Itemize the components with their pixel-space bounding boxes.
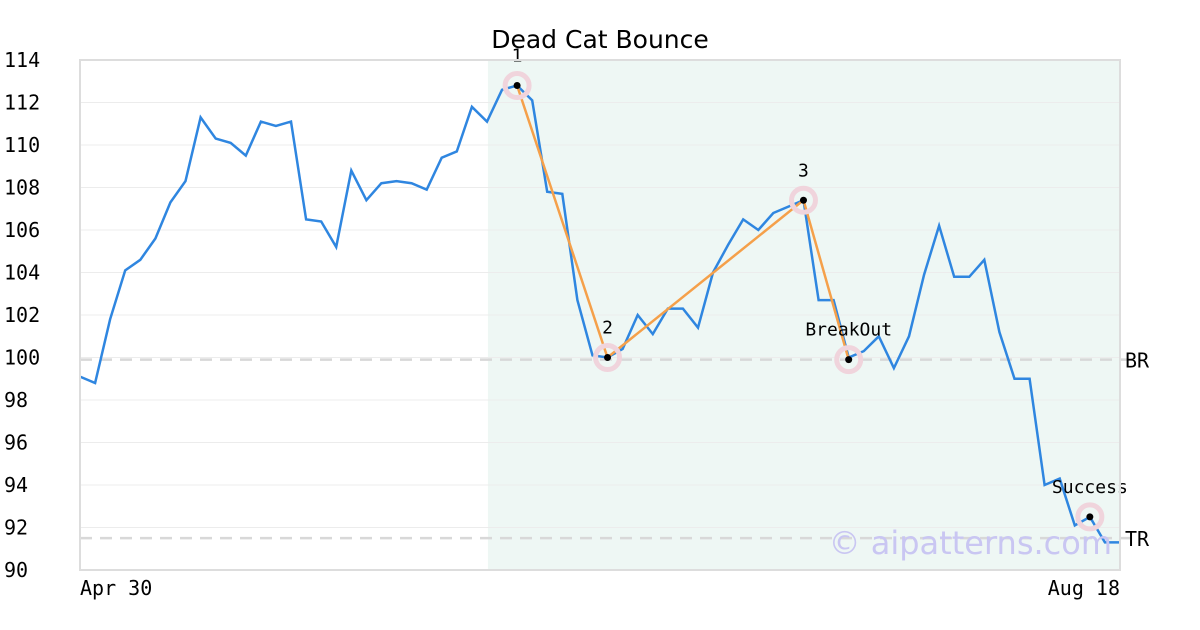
y-tick-label: 112 bbox=[4, 91, 40, 115]
y-tick-label: 100 bbox=[4, 346, 40, 370]
y-tick-label: 92 bbox=[4, 516, 28, 540]
marker-ring bbox=[593, 343, 623, 372]
marker-ring bbox=[502, 71, 532, 100]
pattern-point-label: 1 bbox=[512, 46, 523, 67]
marker-ring bbox=[788, 185, 818, 215]
marker-dot bbox=[845, 356, 853, 364]
pattern-point-label: 3 bbox=[798, 160, 809, 181]
y-tick-label: 96 bbox=[4, 431, 28, 455]
y-tick-label: 114 bbox=[4, 48, 40, 72]
y-axis: 90 92 94 96 98 100 102 104 106 108 110 112 114 bbox=[4, 48, 40, 582]
marker-dot bbox=[1086, 513, 1094, 521]
marker-dot bbox=[513, 82, 521, 89]
y-tick-label: 98 bbox=[4, 388, 28, 412]
pattern-point-label: Success bbox=[1052, 477, 1128, 498]
x-tick-label-start: Apr 30 bbox=[80, 576, 152, 600]
y-tick-label: 106 bbox=[4, 218, 40, 242]
x-tick-label-end: Aug 18 bbox=[1048, 576, 1120, 600]
y-tick-label: 110 bbox=[4, 133, 40, 157]
marker-ring bbox=[1075, 502, 1105, 532]
y-tick-label: 90 bbox=[4, 558, 28, 582]
watermark: © aipatterns.com bbox=[829, 524, 1112, 562]
y-tick-label: 104 bbox=[4, 261, 40, 285]
pattern-markers: 1 2 3 BreakOut Success bbox=[502, 46, 1128, 532]
marker-dot bbox=[799, 196, 807, 204]
level-label: TR bbox=[1125, 527, 1150, 551]
gridlines bbox=[80, 59, 1120, 571]
y-tick-label: 102 bbox=[4, 303, 40, 327]
chart-title: Dead Cat Bounce bbox=[491, 25, 709, 54]
marker-dot bbox=[604, 354, 612, 361]
level-label: BR bbox=[1125, 349, 1150, 373]
pattern-line bbox=[515, 85, 850, 360]
marker-ring bbox=[834, 345, 864, 375]
y-tick-label: 108 bbox=[4, 176, 40, 200]
price-line bbox=[79, 84, 1120, 544]
pattern-point-label: BreakOut bbox=[805, 320, 892, 341]
pattern-point-label: 2 bbox=[602, 318, 613, 339]
y-tick-label: 94 bbox=[4, 473, 28, 497]
plot-frame bbox=[79, 59, 1121, 571]
